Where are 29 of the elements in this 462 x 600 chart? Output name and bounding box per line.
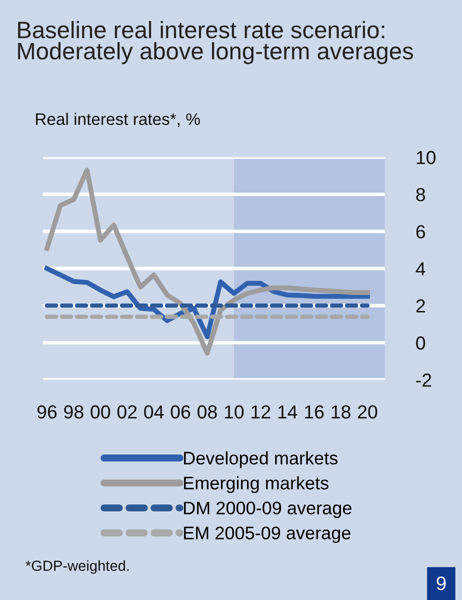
- x-tick-label: 00: [90, 405, 110, 419]
- x-tick-label: 18: [332, 405, 350, 419]
- chart-subtitle: Real interest rates*, %: [36, 112, 200, 128]
- x-tick-label: 12: [252, 405, 270, 418]
- y-tick-label: 10: [416, 150, 436, 164]
- x-tick-label: 20: [358, 405, 378, 419]
- y-tick-label: -2: [416, 374, 432, 387]
- chart-title: Baseline real interest rate scenario: Moderately above long-term averages: [18, 21, 413, 64]
- legend-label: DM 2000-09 average: [184, 502, 352, 518]
- y-tick-label: 0: [416, 336, 426, 350]
- y-tick-label: 8: [416, 188, 426, 202]
- y-tick-label: 6: [416, 225, 426, 238]
- y-tick-label: 2: [416, 299, 425, 312]
- x-tick-label: 06: [170, 405, 190, 419]
- y-tick-label: 4: [416, 262, 426, 276]
- line-series: [44, 168, 370, 356]
- x-tick-label: 10: [224, 405, 244, 419]
- x-tick-label: 02: [117, 405, 137, 419]
- x-tick-label: 98: [64, 405, 84, 419]
- x-tick-label: 96: [37, 405, 57, 419]
- legend-label: Developed markets: [184, 451, 338, 468]
- x-tick-label: 16: [305, 405, 324, 419]
- x-tick-label: 04: [144, 405, 164, 419]
- x-tick-label: 08: [198, 405, 217, 419]
- text: 9: [436, 576, 446, 590]
- legend-label: EM 2005-09 average: [184, 526, 350, 543]
- legend-label: Emerging markets: [184, 476, 328, 494]
- text: *GDP-weighted.: [26, 560, 129, 574]
- x-tick-label: 14: [278, 405, 298, 418]
